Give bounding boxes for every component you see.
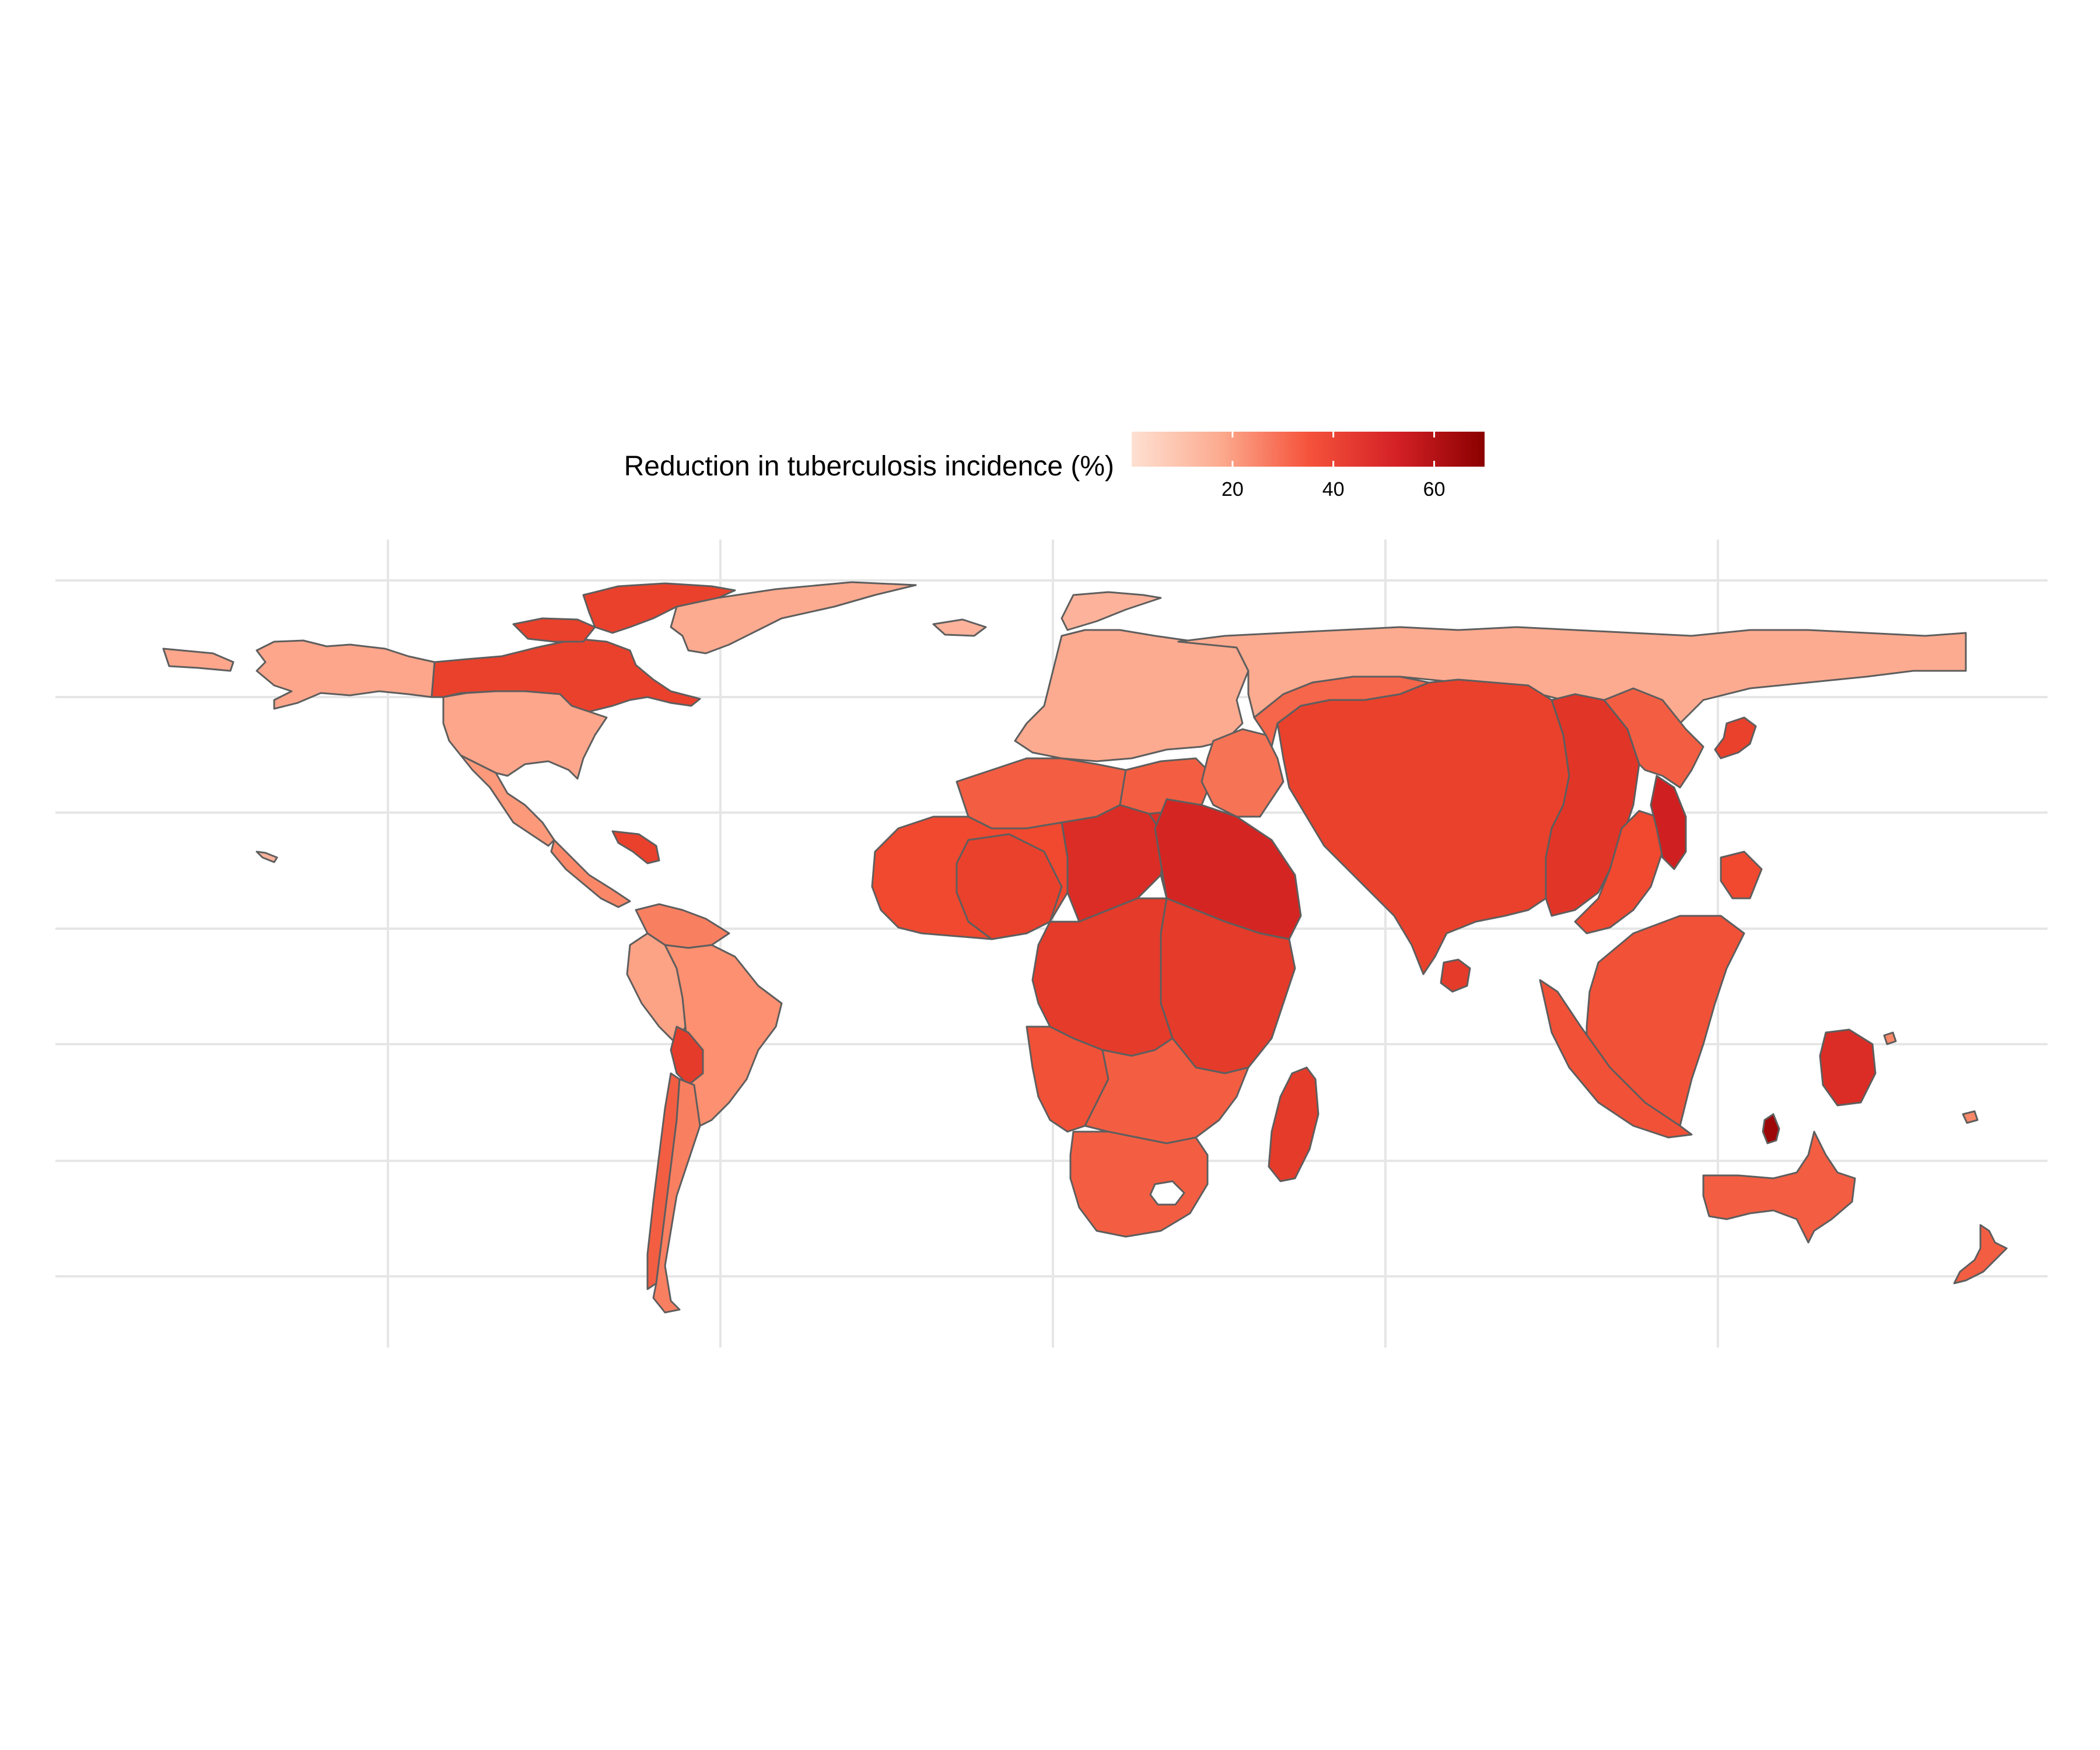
region-europe[interactable] [1014, 629, 1250, 762]
region-indonesia-islands[interactable] [1539, 979, 1693, 1139]
region-vietnam[interactable] [1650, 775, 1687, 870]
region-mexico[interactable] [460, 754, 555, 847]
region-arctic-ice[interactable] [670, 581, 917, 654]
legend-ticks: 20 40 60 [1222, 432, 1446, 501]
legend-title: Reduction in tuberculosis incidence (%) [624, 451, 1114, 482]
region-new-zealand[interactable] [1953, 1224, 2008, 1284]
region-alaska[interactable] [256, 639, 436, 710]
region-pacific-islands[interactable] [1883, 1031, 1897, 1045]
legend-tick-label: 40 [1322, 478, 1345, 501]
region-alaska-islands[interactable] [162, 648, 235, 672]
legend-tick-label: 60 [1423, 478, 1446, 501]
region-south-africa[interactable] [1069, 1130, 1209, 1238]
region-hawaii[interactable] [256, 850, 278, 863]
map-regions [162, 581, 2008, 1314]
region-pacific-islands-east[interactable] [1962, 1110, 1979, 1124]
region-madagascar[interactable] [1268, 1066, 1320, 1182]
region-central-america[interactable] [550, 839, 631, 908]
legend: Reduction in tuberculosis incidence (%) … [624, 432, 1485, 501]
region-japan[interactable] [1714, 716, 1757, 760]
region-nigeria[interactable] [956, 833, 1063, 940]
region-scandinavia[interactable] [1060, 591, 1162, 631]
region-canada-islands[interactable] [512, 617, 596, 643]
region-argentina[interactable] [652, 1078, 701, 1314]
region-timor-leste[interactable] [1762, 1113, 1780, 1144]
region-china[interactable] [1603, 687, 1704, 789]
region-india[interactable] [1276, 678, 1570, 975]
region-iceland[interactable] [932, 618, 987, 637]
region-middle-east[interactable] [1200, 728, 1284, 818]
legend-colorbar [1132, 432, 1485, 467]
region-southern-africa[interactable] [1084, 1037, 1250, 1144]
region-australia[interactable] [1702, 1130, 1856, 1244]
legend-tick-label: 20 [1222, 478, 1244, 501]
region-papua-new-guinea[interactable] [1819, 1028, 1877, 1107]
region-bolivia[interactable] [670, 1026, 704, 1086]
region-sri-lanka[interactable] [1440, 958, 1471, 993]
region-philippines[interactable] [1720, 850, 1763, 900]
region-lesotho[interactable] [1149, 1180, 1185, 1206]
region-caribbean[interactable] [611, 830, 660, 864]
